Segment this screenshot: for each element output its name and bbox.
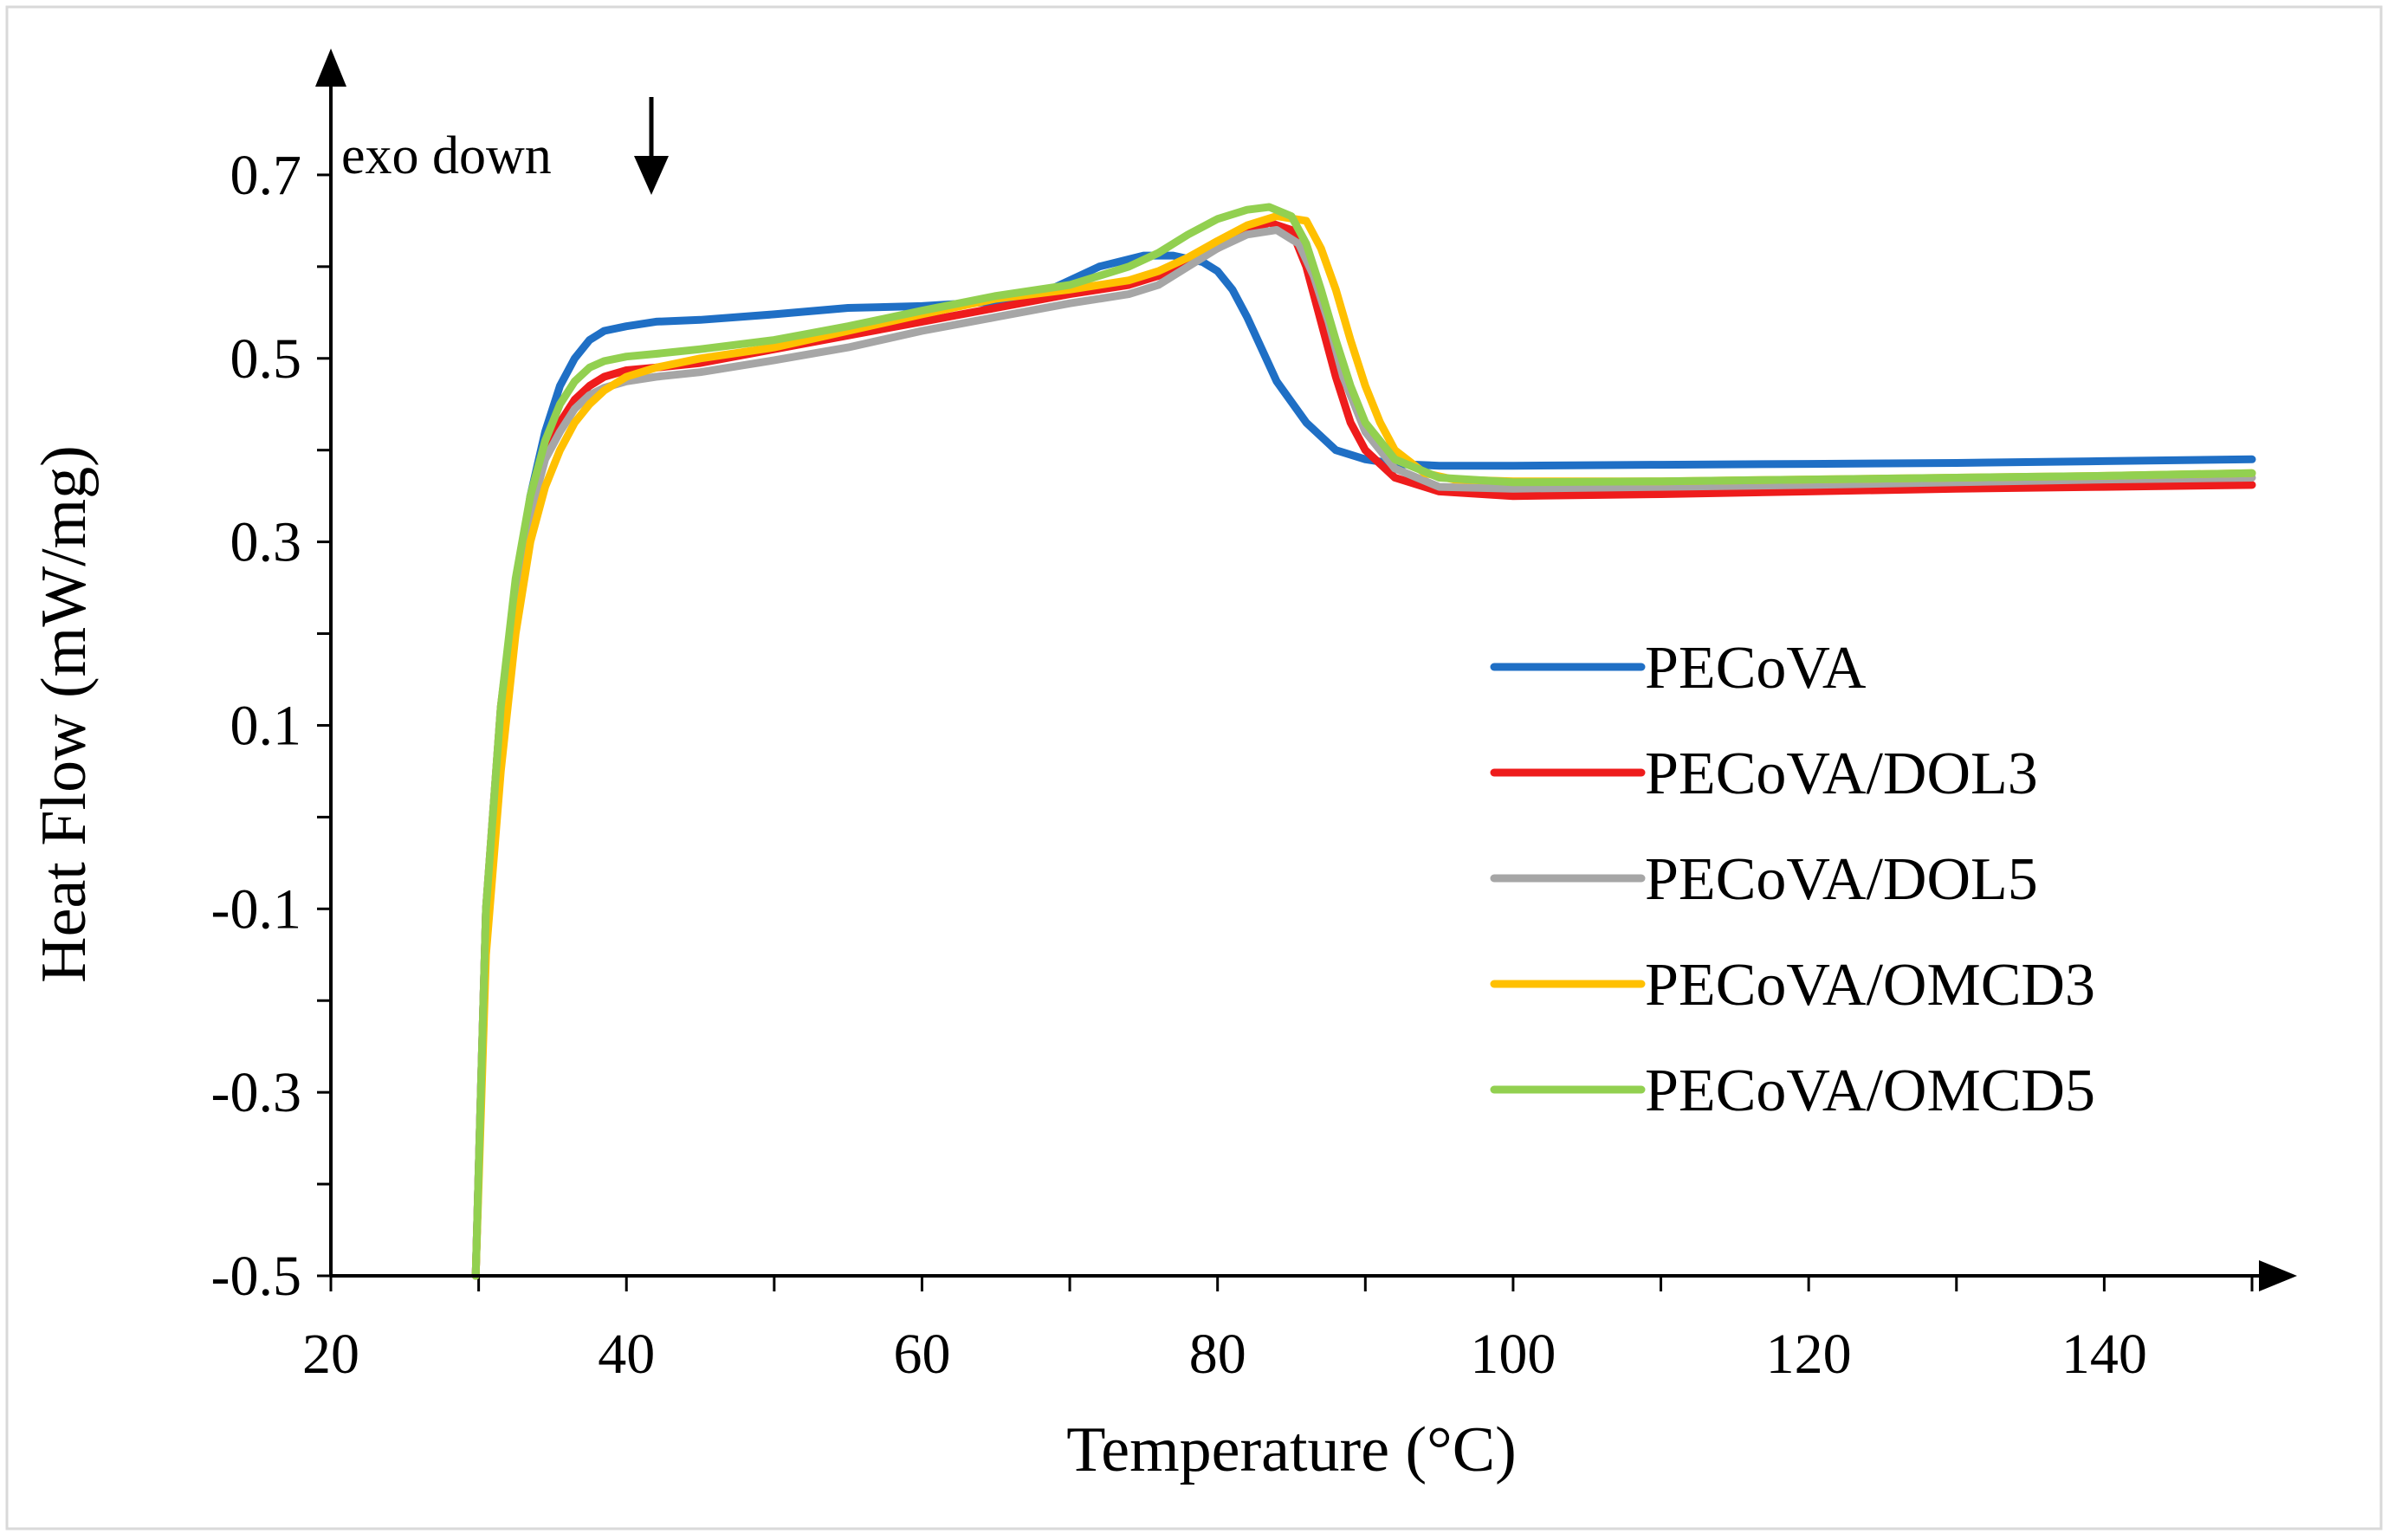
x-tick-label: 100 bbox=[1470, 1323, 1556, 1386]
y-tick-label: 0.7 bbox=[230, 144, 302, 207]
x-tick-label: 140 bbox=[2061, 1323, 2147, 1386]
legend-label: PECoVA/DOL3 bbox=[1645, 741, 2038, 807]
series-line-2 bbox=[471, 218, 2256, 1280]
legend: PECoVA PECoVA/DOL3 PECoVA/DOL5 PECoVA/OMCD3… bbox=[1490, 635, 2095, 1124]
down-arrow-head-icon bbox=[634, 156, 669, 195]
x-axis-title: Temperature (°C) bbox=[1066, 1414, 1517, 1485]
series-line-3 bbox=[471, 226, 2256, 1280]
x-tick-label: 120 bbox=[1766, 1323, 1852, 1386]
x-axis-ticks: 20 40 60 80 100 120 140 bbox=[302, 1276, 2254, 1386]
exo-down-label: exo down bbox=[341, 126, 552, 185]
y-tick-label: -0.5 bbox=[211, 1245, 301, 1308]
x-tick-label: 60 bbox=[893, 1323, 950, 1386]
legend-label: PECoVA/OMCD5 bbox=[1645, 1058, 2095, 1124]
y-axis-title: Heat Flow (mW/mg) bbox=[29, 445, 100, 983]
x-tick-label: 40 bbox=[598, 1323, 655, 1386]
y-tick-label: 0.1 bbox=[230, 694, 302, 757]
x-tick-label: 20 bbox=[302, 1323, 359, 1386]
series-line-5 bbox=[471, 203, 2256, 1280]
y-tick-label: 0.5 bbox=[230, 327, 302, 391]
series-line-1 bbox=[471, 251, 2256, 1280]
x-axis-arrowhead bbox=[2259, 1260, 2297, 1291]
y-tick-label: -0.3 bbox=[211, 1061, 301, 1124]
y-tick-label: 0.3 bbox=[230, 511, 302, 574]
legend-label: PECoVA/OMCD3 bbox=[1645, 952, 2095, 1019]
legend-label: PECoVA/DOL5 bbox=[1645, 846, 2038, 913]
y-tick-label: -0.1 bbox=[211, 877, 301, 941]
y-axis-ticks: -0.5 -0.3 -0.1 0.1 0.3 0.5 0.7 bbox=[211, 81, 331, 1308]
y-axis-arrowhead bbox=[315, 49, 346, 87]
series-lines bbox=[471, 203, 2256, 1280]
x-tick-label: 80 bbox=[1189, 1323, 1246, 1386]
exo-down-annotation: exo down bbox=[341, 97, 669, 195]
legend-label: PECoVA bbox=[1645, 635, 1867, 702]
